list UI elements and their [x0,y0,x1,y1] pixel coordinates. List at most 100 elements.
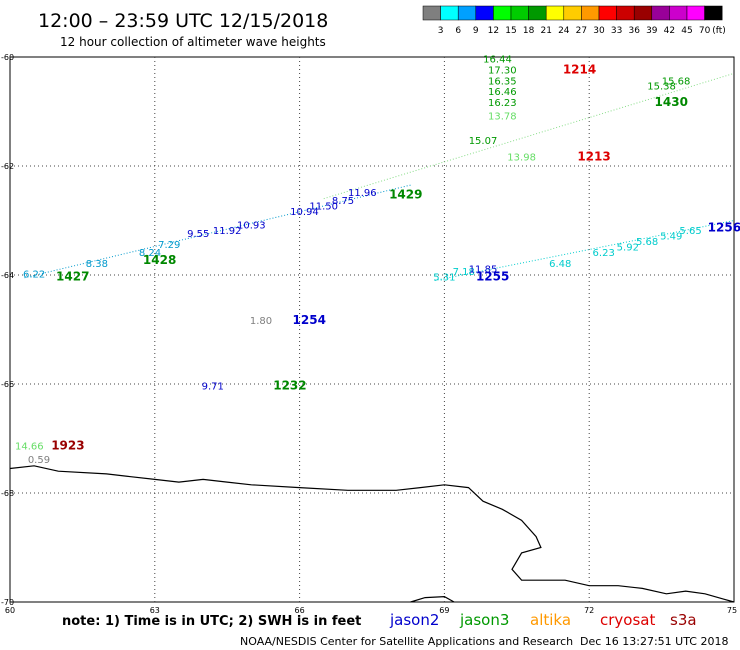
coastline-segment [410,595,455,603]
satellite-track [24,184,411,279]
colorbar-swatch [493,5,512,21]
lon-label: 63 [150,606,160,615]
wave-height-label: 5.49 [660,232,682,243]
wave-height-label: 14.66 [15,441,44,452]
colorbar-tick-label: 27 [576,26,587,36]
wave-height-label: 16.35 [488,76,517,87]
wave-height-label: 6.22 [23,270,45,281]
wave-height-label: 8.24 [139,248,161,259]
coastline [9,465,735,603]
wave-height-label: 11.85 [469,264,498,275]
lat-label: -70 [1,598,14,607]
pass-time-label: 1214 [563,62,596,76]
pass-time-label: 1923 [51,438,84,452]
wave-height-label: 6.48 [549,259,571,270]
colorbar-swatch [616,5,635,21]
colorbar-tick-label: 42 [664,26,675,36]
pass-time-label: 1255 [476,269,509,283]
colorbar-swatch [581,5,600,21]
colorbar: 3 6 9 12 15 18 21 24 27 30 33 36 39 42 45 70 (ft) [422,5,726,36]
colorbar-tick-label: 18 [523,26,535,36]
wave-height-label: 11.92 [213,226,242,237]
lat-label: -62 [1,162,14,171]
lon-label: 72 [584,606,594,615]
wave-height-label: 5.68 [636,237,658,248]
wave-height-label: 6.23 [593,248,615,259]
grid-lines [10,57,734,602]
colorbar-swatch [686,5,705,21]
footer-credit: NOAA/NESDIS Center for Satellite Applica… [240,635,573,648]
lon-label: 66 [295,606,305,615]
wave-height-label: 15.38 [647,82,676,93]
legend-jason2: jason2 [389,611,439,629]
wave-height-label: 13.98 [507,153,536,164]
coastline-segment [9,465,735,603]
pass-time-label: 1429 [389,188,422,202]
map-subtitle: 12 hour collection of altimeter wave hei… [60,35,326,49]
pass-time-label: 1256 [708,220,740,234]
wave-height-label: 5.65 [679,226,701,237]
wave-height-label: 8.38 [86,259,108,270]
pass-time-label: 1430 [655,95,688,109]
colorbar-unit: (ft) [712,26,726,36]
wave-height-label: 0.59 [28,455,50,466]
pass-time-label: 1232 [273,378,306,392]
wave-height-label: 15.68 [662,76,691,87]
wave-height-label: 7.29 [158,240,180,251]
footer-note: note: 1) Time is in UTC; 2) SWH is in fe… [62,614,361,629]
legend-altika: altika [530,611,571,629]
wave-height-label: 11.96 [348,188,377,199]
wave-height-label: 1.80 [250,316,272,327]
lon-label: 60 [5,606,15,615]
satellite-legend: jason2 jason3 altika cryosat s3a [389,611,697,629]
pass-time-label: 1254 [293,313,326,327]
wave-height-label: 10.93 [237,221,266,232]
colorbar-swatch [669,5,688,21]
wave-height-label: 10.94 [290,207,319,218]
wave-height-label: 5.92 [617,242,639,253]
lat-label: -60 [1,53,14,62]
colorbar-tick-label: 9 [473,26,479,36]
pass-time-label: 1428 [143,253,176,267]
colorbar-swatch [633,5,653,21]
wave-height-label: 16.23 [488,98,517,109]
colorbar-tick-label: 12 [488,26,499,36]
plot-frame [9,56,735,603]
colorbar-swatch [651,5,670,21]
lon-label: 69 [439,606,449,615]
track-lines [24,72,735,281]
map-title: 12:00 – 23:59 UTC 12/15/2018 [38,10,328,32]
colorbar-swatch [440,5,459,21]
wave-height-label: 7.18 [453,267,475,278]
colorbar-tick-label: 21 [540,26,551,36]
wave-height-label: 9.71 [202,381,224,392]
wave-height-label: 11.50 [309,202,338,213]
colorbar-tick-label: 70 [699,26,711,36]
lat-label: -64 [1,271,14,280]
colorbar-swatch [598,5,617,21]
wave-height-label: 17.30 [488,65,517,76]
colorbar-tick-label: 30 [593,26,605,36]
colorbar-tick-label: 39 [646,26,658,36]
colorbar-swatch [510,5,529,21]
colorbar-swatch [545,5,565,21]
colorbar-swatch [563,5,582,21]
colorbar-swatch [422,5,441,21]
colorbar-swatch [528,5,547,21]
wave-height-label: 9.55 [187,229,209,240]
wave-height-label: 8.75 [332,196,354,207]
wave-height-label: 16.46 [488,87,517,98]
wave-height-label: 5.31 [433,272,455,283]
colorbar-tick-label: 36 [628,26,640,36]
colorbar-tick-label: 45 [681,26,692,36]
pass-time-label: 1427 [56,269,89,283]
footer-timestamp: Dec 16 13:27:51 UTC 2018 [580,635,728,648]
colorbar-swatch [457,5,477,21]
colorbar-tick-label: 15 [505,26,516,36]
colorbar-swatch [704,5,723,21]
colorbar-tick-label: 3 [438,26,444,36]
wave-height-label: 16.44 [483,54,512,65]
lat-label: -68 [1,489,14,498]
